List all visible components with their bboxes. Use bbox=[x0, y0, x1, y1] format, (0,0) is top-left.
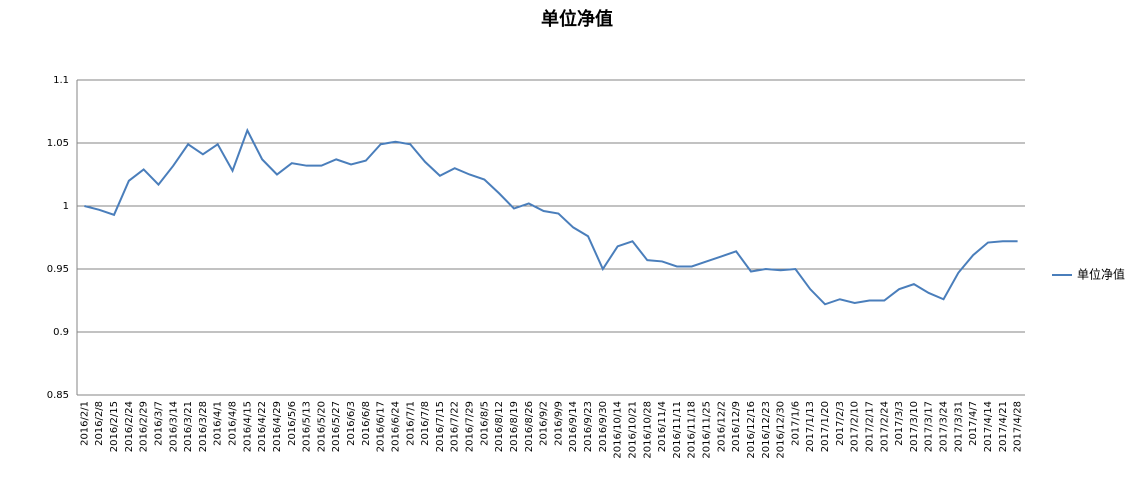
x-tick-label: 2016/7/22 bbox=[450, 401, 461, 452]
x-tick-label: 2017/3/24 bbox=[939, 401, 950, 452]
x-tick-label: 2016/4/1 bbox=[213, 401, 224, 446]
x-tick-label: 2016/2/8 bbox=[94, 401, 105, 446]
x-tick-label: 2017/1/13 bbox=[805, 401, 816, 452]
x-tick-label: 2017/1/20 bbox=[820, 401, 831, 452]
x-tick-label: 2016/8/12 bbox=[494, 401, 505, 452]
x-tick-label: 2016/12/2 bbox=[716, 401, 727, 452]
x-tick-label: 2016/11/4 bbox=[657, 401, 668, 452]
line bbox=[84, 127, 1018, 306]
y-tick-label: 1 bbox=[63, 201, 69, 212]
x-tick-label: 2016/4/22 bbox=[257, 401, 268, 452]
x-tick-label: 2016/7/1 bbox=[405, 401, 416, 446]
x-tick-label: 2016/11/11 bbox=[672, 401, 683, 459]
x-tick-label: 2016/6/3 bbox=[346, 401, 357, 446]
x-tick-label: 2016/12/23 bbox=[761, 401, 772, 459]
x-tick-label: 2016/5/6 bbox=[287, 401, 298, 446]
x-tick-label: 2016/6/17 bbox=[376, 401, 387, 452]
x-tick-label: 2016/7/8 bbox=[420, 401, 431, 446]
x-tick-label: 2016/4/15 bbox=[242, 401, 253, 452]
x-tick-label: 2016/2/24 bbox=[124, 401, 135, 452]
x-tick-label: 2016/12/9 bbox=[731, 401, 742, 452]
x-tick-label: 2016/7/29 bbox=[465, 401, 476, 452]
x-tick-label: 2016/7/15 bbox=[435, 401, 446, 452]
x-tick-label: 2016/9/23 bbox=[583, 401, 594, 452]
x-tick-label: 2016/3/21 bbox=[183, 401, 194, 452]
x-tick-label: 2017/3/3 bbox=[894, 401, 905, 446]
x-tick-label: 2016/11/18 bbox=[687, 401, 698, 459]
x-tick-label: 2016/10/21 bbox=[627, 401, 638, 459]
x-tick-label: 2017/4/7 bbox=[968, 401, 979, 446]
x-tick-label: 2017/2/3 bbox=[835, 401, 846, 446]
x-tick-label: 2016/2/29 bbox=[139, 401, 150, 452]
y-tick-label: 0.95 bbox=[47, 264, 69, 275]
x-tick-label: 2016/2/1 bbox=[79, 401, 90, 446]
x-tick-label: 2016/6/24 bbox=[390, 401, 401, 452]
x-tick-label: 2016/9/14 bbox=[568, 401, 579, 452]
x-tick-label: 2016/5/13 bbox=[302, 401, 313, 452]
y-tick-label: 1.05 bbox=[47, 138, 69, 149]
x-tick-label: 2016/8/19 bbox=[509, 401, 520, 452]
x-tick-label: 2017/2/10 bbox=[850, 401, 861, 452]
x-tick-label: 2016/6/8 bbox=[361, 401, 372, 446]
x-tick-label: 2017/3/17 bbox=[924, 401, 935, 452]
x-tick-label: 2016/9/2 bbox=[539, 401, 550, 446]
x-tick-label: 2016/11/25 bbox=[702, 401, 713, 459]
chart-title: 单位净值 bbox=[541, 8, 613, 30]
x-tick-label: 2016/3/7 bbox=[153, 401, 164, 446]
x-tick-label: 2016/2/15 bbox=[109, 401, 120, 452]
x-tick-label: 2016/12/16 bbox=[746, 401, 757, 459]
x-tick-label: 2017/3/10 bbox=[909, 401, 920, 452]
x-tick-label: 2017/2/17 bbox=[864, 401, 875, 452]
x-tick-label: 2017/4/14 bbox=[983, 401, 994, 452]
x-tick-label: 2016/10/28 bbox=[642, 401, 653, 459]
x-tick-label: 2016/12/30 bbox=[776, 401, 787, 459]
x-tick-label: 2017/2/24 bbox=[879, 401, 890, 452]
x-tick-label: 2017/4/28 bbox=[1013, 401, 1024, 452]
x-tick-label: 2016/5/20 bbox=[316, 401, 327, 452]
x-tick-label: 2017/4/21 bbox=[998, 401, 1009, 452]
x-tick-label: 2017/3/31 bbox=[953, 401, 964, 452]
x-tick-label: 2016/4/8 bbox=[228, 401, 239, 446]
x-tick-label: 2016/8/26 bbox=[524, 401, 535, 452]
y-tick-label: 0.9 bbox=[53, 327, 69, 338]
x-tick-label: 2016/10/14 bbox=[613, 401, 624, 459]
x-tick-label: 2016/3/14 bbox=[168, 401, 179, 452]
legend-label: 单位净值 bbox=[1077, 267, 1125, 282]
x-tick-label: 2016/9/9 bbox=[553, 401, 564, 446]
y-tick-label: 1.1 bbox=[53, 75, 69, 86]
x-tick-label: 2016/5/27 bbox=[331, 401, 342, 452]
x-tick-label: 2017/1/6 bbox=[790, 401, 801, 446]
x-tick-label: 2016/8/5 bbox=[479, 401, 490, 446]
x-tick-label: 2016/3/28 bbox=[198, 401, 209, 452]
x-tick-label: 2016/9/30 bbox=[598, 401, 609, 452]
y-tick-label: 0.85 bbox=[47, 390, 69, 401]
x-tick-label: 2016/4/29 bbox=[272, 401, 283, 452]
